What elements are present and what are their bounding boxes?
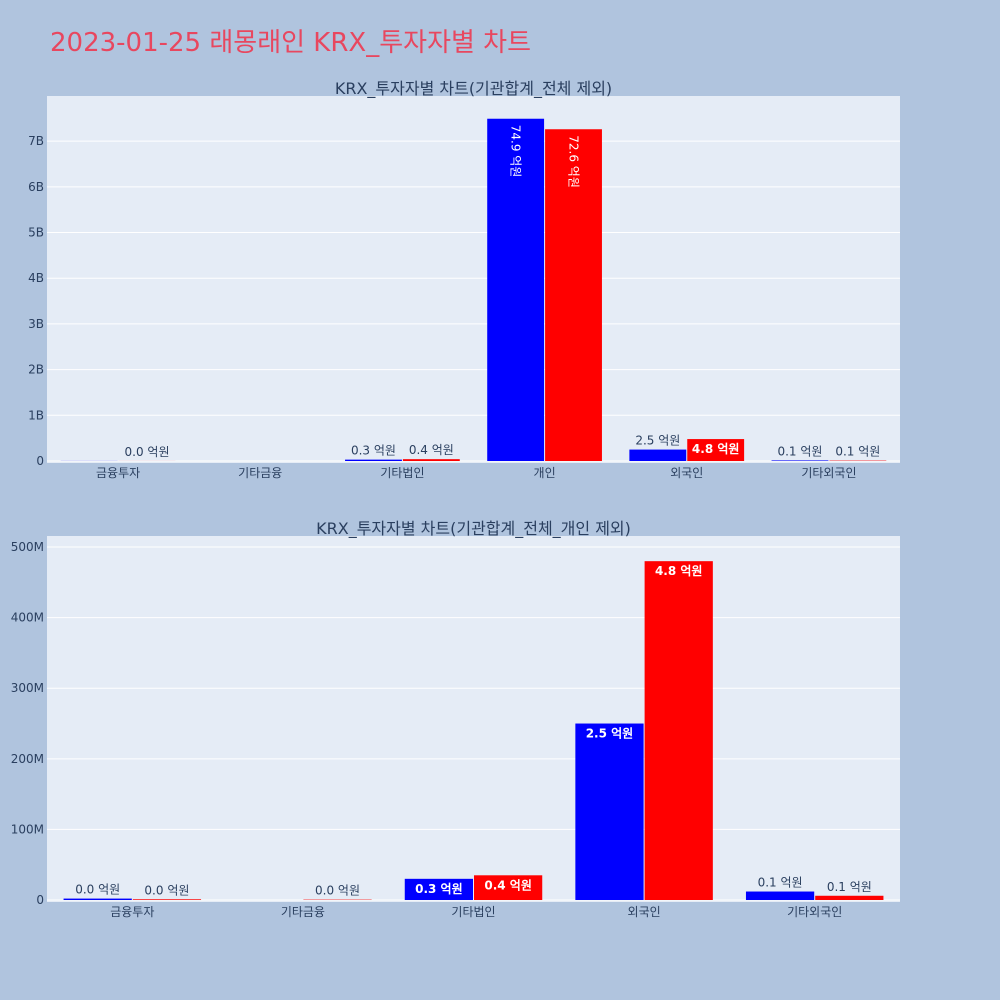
bar-개인-s2 [545,129,602,461]
data-label: 0.0 억원 [144,883,189,897]
bar-기타법인-s2 [402,459,460,461]
x-tick-label: 금융투자 [110,905,154,919]
y-tick-label: 400M [11,611,44,625]
y-tick-label: 500M [11,540,44,554]
data-label: 4.8 억원 [692,442,740,456]
x-tick-label: 기타금융 [238,466,282,480]
y-tick-label: 5B [28,226,44,240]
data-label: 2.5 억원 [586,727,634,741]
bar-기타외국인-s2 [815,895,884,900]
y-tick-label: 6B [28,180,44,194]
data-label: 72.6 억원 [567,135,581,188]
data-label: 4.8 억원 [655,564,703,578]
bar-기타법인-s2 [474,875,543,900]
chart-title: KRX_투자자별 차트(기관합계_전체_개인 제외) [316,519,631,539]
bar-기타외국인-s1 [745,891,815,900]
y-tick-label: 0 [36,893,44,907]
data-label: 74.9 억원 [509,125,523,178]
x-tick-label: 외국인 [670,466,703,480]
x-tick-label: 기타외국인 [787,905,842,919]
data-label: 0.4 억원 [409,443,454,457]
bar-외국인-s2 [687,439,745,461]
bar-기타법인-s1 [404,878,473,900]
y-tick-label: 0 [36,454,44,468]
bar-외국인-s1 [575,723,644,900]
bar-개인-s1 [487,118,545,461]
y-tick-label: 2B [28,363,44,377]
bar-외국인-s2 [644,561,713,900]
chart-investor-excl-individual: KRX_투자자별 차트(기관합계_전체_개인 제외) 0 100M 200M 300M 4… [11,519,900,919]
data-label: 0.0 억원 [125,445,170,459]
bar-기타법인-s1 [345,459,402,461]
x-tick-label: 기타금융 [281,905,325,919]
y-tick-label: 4B [28,271,44,285]
bar-기타외국인-s1 [771,460,829,461]
plot-area [47,96,900,463]
bar-외국인-s1 [629,449,687,461]
x-tick-label: 외국인 [628,905,661,919]
data-label: 0.0 억원 [75,883,120,897]
y-tick-label: 7B [28,134,44,148]
data-label: 0.3 억원 [351,444,396,458]
y-tick-label: 1B [28,408,44,422]
x-tick-label: 기타법인 [380,466,424,480]
chart-title: KRX_투자자별 차트(기관합계_전체 제외) [335,79,612,99]
data-label: 0.0 억원 [315,884,360,898]
x-tick-label: 기타법인 [451,905,495,919]
x-tick-label: 개인 [534,466,556,480]
x-tick-label: 기타외국인 [801,466,856,480]
data-label: 2.5 억원 [635,434,680,448]
x-tick-label: 금융투자 [96,466,140,480]
page-title: 2023-01-25 래몽래인 KRX_투자자별 차트 [50,28,532,58]
y-tick-label: 300M [11,681,44,695]
y-tick-label: 100M [11,822,44,836]
data-label: 0.1 억원 [758,876,803,890]
data-label: 0.3 억원 [415,882,463,896]
data-label: 0.1 억원 [827,880,872,894]
data-label: 0.1 억원 [777,444,822,458]
y-tick-label: 200M [11,752,44,766]
data-label: 0.4 억원 [484,878,532,892]
bar-금융투자-s2 [132,899,202,900]
data-label: 0.1 억원 [835,445,880,459]
bar-금융투자-s1 [63,898,132,900]
chart-investor-all: KRX_투자자별 차트(기관합계_전체 제외) 0 1B 2B 3B 4B 5B 6B 7B 금융… [28,79,900,480]
plot-area [47,536,900,902]
y-tick-label: 3B [28,317,44,331]
